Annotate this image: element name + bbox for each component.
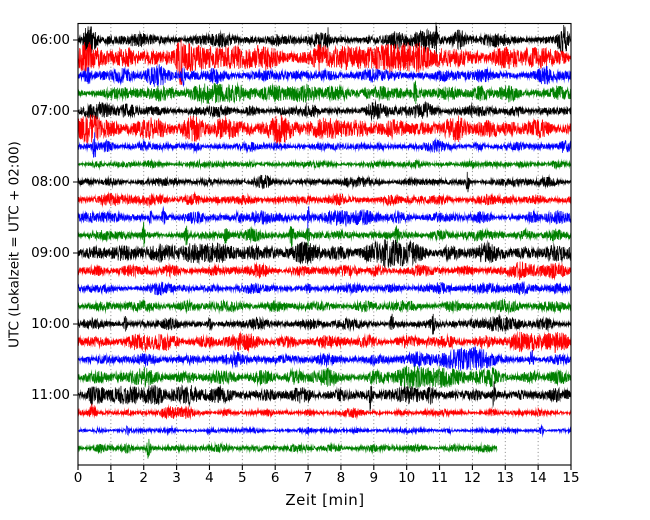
x-tick-label: 0 xyxy=(73,470,83,486)
x-tick-label: 15 xyxy=(562,470,580,486)
x-tick-label: 11 xyxy=(430,470,449,486)
x-tick-label: 8 xyxy=(336,470,346,486)
x-tick-label: 9 xyxy=(369,470,379,486)
x-tick-label: 6 xyxy=(270,470,280,486)
y-tick-label: 06:00 xyxy=(31,32,70,48)
x-tick-label: 13 xyxy=(496,470,514,486)
x-tick-label: 7 xyxy=(303,470,313,486)
x-tick-label: 5 xyxy=(238,470,247,486)
y-tick-label: 07:00 xyxy=(31,103,70,119)
y-tick-label: 10:00 xyxy=(31,316,70,332)
x-tick-label: 10 xyxy=(398,470,416,486)
x-tick-label: 14 xyxy=(529,470,547,486)
x-axis-label: Zeit [min] xyxy=(285,491,365,509)
x-tick-label: 3 xyxy=(172,470,181,486)
y-tick-label: 11:00 xyxy=(31,387,70,403)
x-tick-label: 4 xyxy=(205,470,214,486)
x-tick-label: 12 xyxy=(463,470,481,486)
y-tick-label: 08:00 xyxy=(31,174,70,190)
y-tick-label: 09:00 xyxy=(31,245,70,261)
x-tick-label: 2 xyxy=(139,470,149,486)
y-axis-label: UTC (Lokalzeit = UTC + 02:00) xyxy=(6,141,23,348)
x-tick-label: 1 xyxy=(106,470,116,486)
